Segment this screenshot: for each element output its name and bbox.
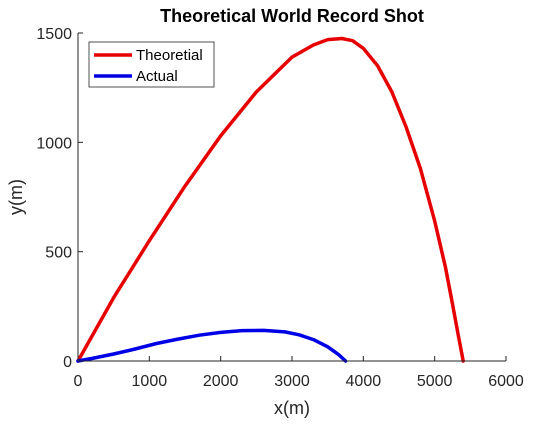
legend-box bbox=[88, 41, 215, 88]
legend-label-actual: Actual bbox=[136, 68, 178, 85]
series-line-theoretial bbox=[76, 36, 465, 363]
y-tick-label: 500 bbox=[45, 245, 72, 262]
y-tick-label: 0 bbox=[63, 354, 72, 371]
x-tick-label: 2000 bbox=[203, 373, 239, 390]
y-axis-label: y(m) bbox=[6, 179, 26, 215]
series-layer bbox=[76, 36, 465, 363]
x-tick-label: 6000 bbox=[488, 373, 524, 390]
x-tick-label: 4000 bbox=[346, 373, 382, 390]
axes-layer: 0 1000 2000 3000 4000 5000 6000 0 500 1000 1500 bbox=[36, 26, 523, 390]
chart-title: Theoretical World Record Shot bbox=[160, 6, 424, 26]
plot-background bbox=[78, 33, 506, 361]
x-tick-label: 3000 bbox=[274, 373, 310, 390]
y-tick-label: 1500 bbox=[36, 26, 72, 43]
legend-label-theoretial: Theoretial bbox=[136, 47, 203, 64]
x-tick-label: 5000 bbox=[417, 373, 453, 390]
legend: Theoretial Actual bbox=[88, 41, 215, 88]
y-tick-label: 1000 bbox=[36, 135, 72, 152]
x-axis-label: x(m) bbox=[274, 398, 310, 418]
series-line-actual bbox=[76, 328, 348, 363]
x-tick-label: 0 bbox=[74, 373, 83, 390]
x-tick-label: 1000 bbox=[132, 373, 168, 390]
